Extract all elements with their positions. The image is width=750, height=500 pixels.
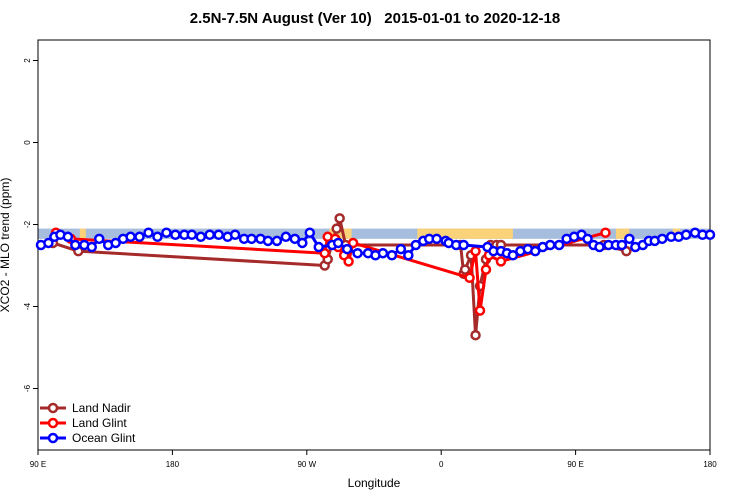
data-point-ocean-glint [289,233,301,245]
data-point-land-glint [495,256,507,267]
data-point-ocean-glint [403,250,414,261]
data-point-ocean-glint [304,227,316,238]
x-tick-label: 180 [166,460,180,469]
data-point-land-glint [464,272,475,284]
data-point-ocean-glint [143,227,154,238]
data-point-land-glint [600,227,611,238]
data-point-ocean-glint [313,241,324,253]
data-point-ocean-glint [43,237,54,249]
data-point-land-nadir [470,329,481,341]
data-point-land-glint [347,237,359,249]
data-point-ocean-glint [204,229,215,240]
data-point-ocean-glint [86,241,98,253]
data-point-ocean-glint [386,250,398,261]
legend-swatch-land-nadir [40,402,66,413]
data-point-ocean-glint [213,229,224,240]
data-point-ocean-glint [616,239,628,251]
data-point-ocean-glint [458,239,469,251]
data-point-ocean-glint [152,231,163,243]
x-tick-label: 90 E [30,460,46,469]
data-point-ocean-glint [530,245,541,257]
data-point-ocean-glint [395,243,407,255]
legend-swatch-land-glint [40,417,66,428]
x-tick-label: 90 W [297,460,316,469]
data-point-land-glint [343,256,354,267]
data-point-ocean-glint [704,229,716,240]
land-band-segment [79,228,86,239]
data-point-ocean-glint [680,229,692,240]
legend-item-ocean-glint: Ocean Glint [40,430,135,445]
x-tick-label: 90 E [567,460,583,469]
data-point-ocean-glint [62,231,74,243]
data-point-ocean-glint [195,231,207,243]
data-point-ocean-glint [170,229,181,240]
data-point-ocean-glint [332,237,344,249]
y-tick-label: 0 [23,140,32,145]
data-point-ocean-glint [624,233,635,245]
data-point-land-nadir [334,213,345,224]
data-point-land-glint [474,305,486,316]
data-point-ocean-glint [507,250,519,261]
chart-title: 2.5N-7.5N August (Ver 10) 2015-01-01 to … [189,10,561,27]
series-ocean-glint [35,227,716,261]
y-tick-label: 2 [23,58,32,63]
legend-item-land-glint: Land Glint [40,415,135,430]
y-axis-label-text: XCO2 - MLO trend (ppm) [0,177,12,313]
data-point-ocean-glint [553,239,565,251]
x-tick-label: 0 [439,460,444,469]
legend-swatch-ocean-glint [40,432,66,443]
data-point-land-nadir [459,264,471,275]
data-point-land-glint [470,245,481,257]
data-point-ocean-glint [93,233,105,245]
data-point-ocean-glint [125,231,136,243]
data-point-ocean-glint [377,247,389,259]
land-band-segment [329,228,352,239]
legend-label-ocean-glint: Ocean Glint [72,430,136,445]
data-point-ocean-glint [271,235,283,247]
y-tick-label: -2 [23,220,32,228]
data-point-ocean-glint [341,243,353,255]
ocean-band [38,228,710,239]
axes: 90 E 180 90 W 0 90 E 180 2 0 -2 -4 -6 [23,58,717,469]
series-layer [35,213,716,341]
data-point-land-glint [480,264,492,275]
data-point-ocean-glint [186,229,198,240]
data-point-land-glint [319,247,330,259]
x-axis-label: Longitude [347,476,401,490]
data-point-land-nadir [331,223,342,234]
y-tick-label: -4 [23,302,32,310]
legend-label-land-glint: Land Glint [72,415,127,430]
data-point-ocean-glint [656,233,668,245]
y-tick-label: -6 [23,384,32,392]
data-point-ocean-glint [297,237,308,249]
data-point-ocean-glint [229,229,241,240]
data-point-ocean-glint [280,231,292,243]
legend-item-land-nadir: Land Nadir [40,400,135,415]
data-point-ocean-glint [262,235,274,247]
x-tick-label: 180 [703,460,717,469]
legend: Land Nadir Land Glint Ocean Glint [40,400,135,445]
data-point-ocean-glint [410,239,422,251]
land-band-segment [615,228,630,239]
data-point-ocean-glint [161,227,172,238]
data-point-ocean-glint [594,241,605,253]
land-band-segment [417,228,513,239]
data-point-ocean-glint [134,231,145,243]
data-point-ocean-glint [431,233,442,245]
data-point-ocean-glint [70,239,81,251]
data-point-ocean-glint [582,233,593,245]
data-point-ocean-glint [246,233,257,245]
data-point-ocean-glint [544,239,556,251]
data-point-ocean-glint [352,247,363,259]
data-point-ocean-glint [110,237,121,249]
legend-label-land-nadir: Land Nadir [72,400,131,415]
